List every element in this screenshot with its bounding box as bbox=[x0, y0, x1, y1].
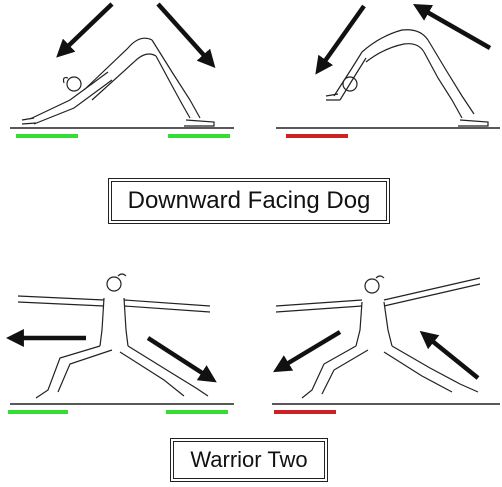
incorrect-indicator-bar bbox=[274, 410, 336, 414]
direction-arrow bbox=[419, 330, 480, 380]
downward-dog-correct-panel bbox=[10, 2, 234, 138]
direction-arrow bbox=[156, 2, 216, 69]
correct-indicator-bar bbox=[8, 410, 68, 414]
incorrect-indicator-bar bbox=[286, 134, 348, 138]
downward-dog-incorrect-panel bbox=[276, 3, 500, 138]
figure-downward-dog-incorrect bbox=[325, 29, 489, 127]
correct-indicator-bar bbox=[166, 410, 228, 414]
direction-arrow bbox=[315, 4, 366, 75]
warrior-two-correct-panel bbox=[5, 273, 234, 414]
pose-title: Warrior Two bbox=[173, 441, 325, 479]
pose-title-box: Warrior Two bbox=[170, 438, 328, 482]
warrior-two-incorrect-panel bbox=[272, 275, 500, 414]
figure-downward-dog-correct bbox=[21, 37, 215, 127]
direction-arrow bbox=[273, 330, 342, 373]
figure-warrior-two-correct bbox=[17, 273, 211, 399]
pose-title-box: Downward Facing Dog bbox=[108, 178, 390, 224]
direction-arrow bbox=[56, 2, 114, 58]
correct-indicator-bar bbox=[16, 134, 78, 138]
direction-arrow bbox=[146, 336, 217, 383]
pose-title: Downward Facing Dog bbox=[111, 181, 387, 221]
correct-indicator-bar bbox=[168, 134, 230, 138]
figure-warrior-two-incorrect bbox=[275, 275, 481, 399]
direction-arrow bbox=[412, 3, 492, 50]
